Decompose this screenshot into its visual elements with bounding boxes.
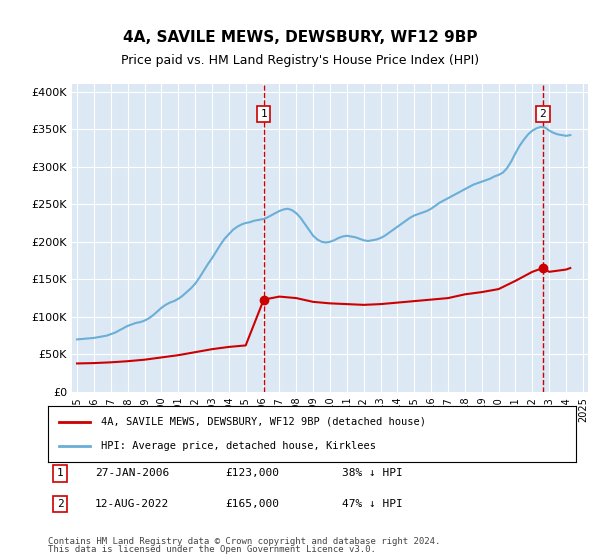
Text: 4A, SAVILE MEWS, DEWSBURY, WF12 9BP (detached house): 4A, SAVILE MEWS, DEWSBURY, WF12 9BP (det… [101, 417, 426, 427]
Text: 2: 2 [539, 109, 546, 119]
Text: 4A, SAVILE MEWS, DEWSBURY, WF12 9BP: 4A, SAVILE MEWS, DEWSBURY, WF12 9BP [123, 30, 477, 45]
Text: 12-AUG-2022: 12-AUG-2022 [95, 499, 169, 509]
Text: 27-JAN-2006: 27-JAN-2006 [95, 468, 169, 478]
Text: Price paid vs. HM Land Registry's House Price Index (HPI): Price paid vs. HM Land Registry's House … [121, 54, 479, 67]
Text: 2: 2 [56, 499, 64, 509]
Text: 38% ↓ HPI: 38% ↓ HPI [341, 468, 403, 478]
Text: HPI: Average price, detached house, Kirklees: HPI: Average price, detached house, Kirk… [101, 441, 376, 451]
Text: 47% ↓ HPI: 47% ↓ HPI [341, 499, 403, 509]
Text: This data is licensed under the Open Government Licence v3.0.: This data is licensed under the Open Gov… [48, 545, 376, 554]
Text: 1: 1 [56, 468, 64, 478]
Text: £123,000: £123,000 [225, 468, 279, 478]
Text: Contains HM Land Registry data © Crown copyright and database right 2024.: Contains HM Land Registry data © Crown c… [48, 537, 440, 546]
Text: £165,000: £165,000 [225, 499, 279, 509]
Text: 1: 1 [260, 109, 267, 119]
